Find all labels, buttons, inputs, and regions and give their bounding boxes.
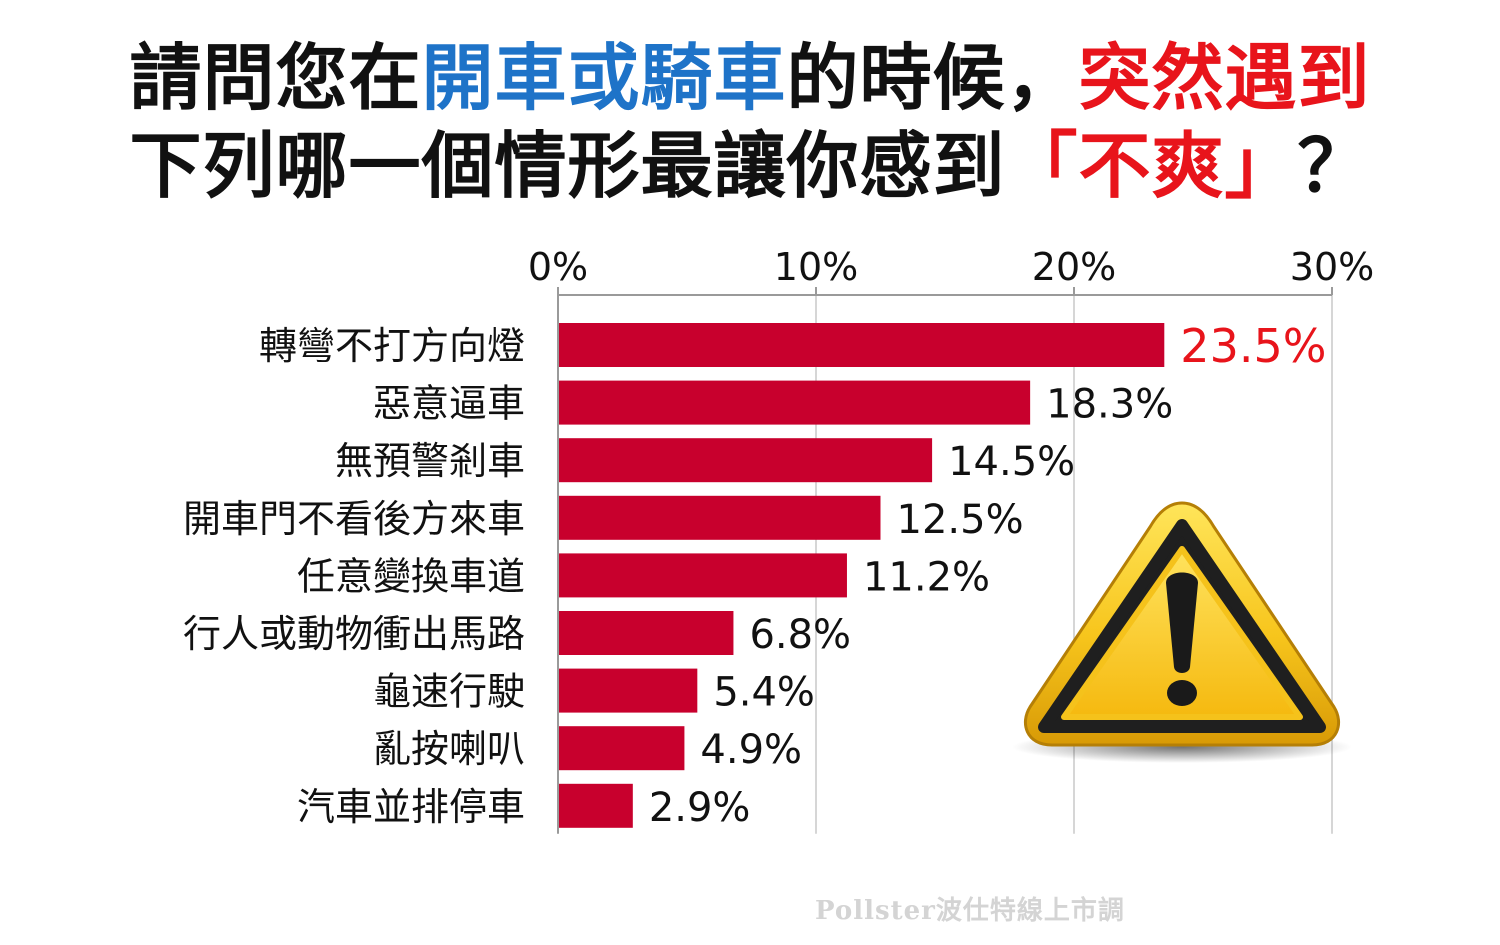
bar	[559, 726, 685, 771]
value-label: 2.9%	[649, 785, 751, 831]
category-label: 龜速行駛	[373, 670, 525, 714]
warning-triangle-icon	[1012, 501, 1352, 763]
title-line-1-segment-3: 突然遇到	[1078, 36, 1371, 120]
bar	[559, 611, 734, 655]
value-label: 12.5%	[897, 497, 1024, 543]
category-label: 行人或動物衝出馬路	[183, 612, 525, 656]
bar	[559, 380, 1031, 425]
value-label: 6.8%	[749, 612, 851, 658]
x-tick-label: 0%	[528, 245, 588, 289]
category-label: 無預警剎車	[335, 439, 525, 483]
category-label: 開車門不看後方來車	[183, 497, 525, 541]
title-line-1-segment-2: 的時候，	[786, 36, 1079, 120]
watermark: Pollster波仕特線上市調	[815, 896, 1125, 926]
value-label: 5.4%	[713, 670, 815, 716]
bar	[559, 783, 633, 828]
chart-title-line-2: 下列哪一個情形最讓你感到「不爽」？	[0, 124, 1500, 208]
value-label: 11.2%	[863, 554, 990, 600]
bar	[559, 668, 698, 713]
chart-title-line-1: 請問您在開車或騎車的時候，突然遇到	[0, 36, 1500, 120]
category-label: 汽車並排停車	[297, 785, 525, 829]
x-tick-label: 20%	[1032, 245, 1116, 289]
title-line-2-segment-0: 下列哪一個情形最讓你感到	[129, 124, 1006, 208]
value-label: 4.9%	[700, 727, 802, 773]
value-label: 23.5%	[1180, 319, 1326, 373]
category-label: 轉彎不打方向燈	[259, 324, 525, 368]
x-tick-label: 30%	[1290, 245, 1374, 289]
title-line-2-segment-2: ？	[1297, 124, 1371, 208]
value-label: 18.3%	[1046, 382, 1173, 428]
category-label: 亂按喇叭	[373, 727, 525, 771]
value-label: 14.5%	[948, 439, 1075, 485]
category-label: 惡意逼車	[373, 382, 525, 426]
title-line-1-segment-1: 開車或騎車	[421, 36, 787, 120]
bar	[559, 553, 847, 598]
title-line-1-segment-0: 請問您在	[129, 36, 422, 120]
bar	[559, 323, 1165, 367]
category-label: 任意變換車道	[297, 554, 525, 598]
bar	[559, 495, 881, 540]
title-line-2-segment-1: 「不爽」	[1005, 124, 1298, 208]
x-tick-label: 10%	[774, 245, 858, 289]
bar	[559, 438, 933, 483]
